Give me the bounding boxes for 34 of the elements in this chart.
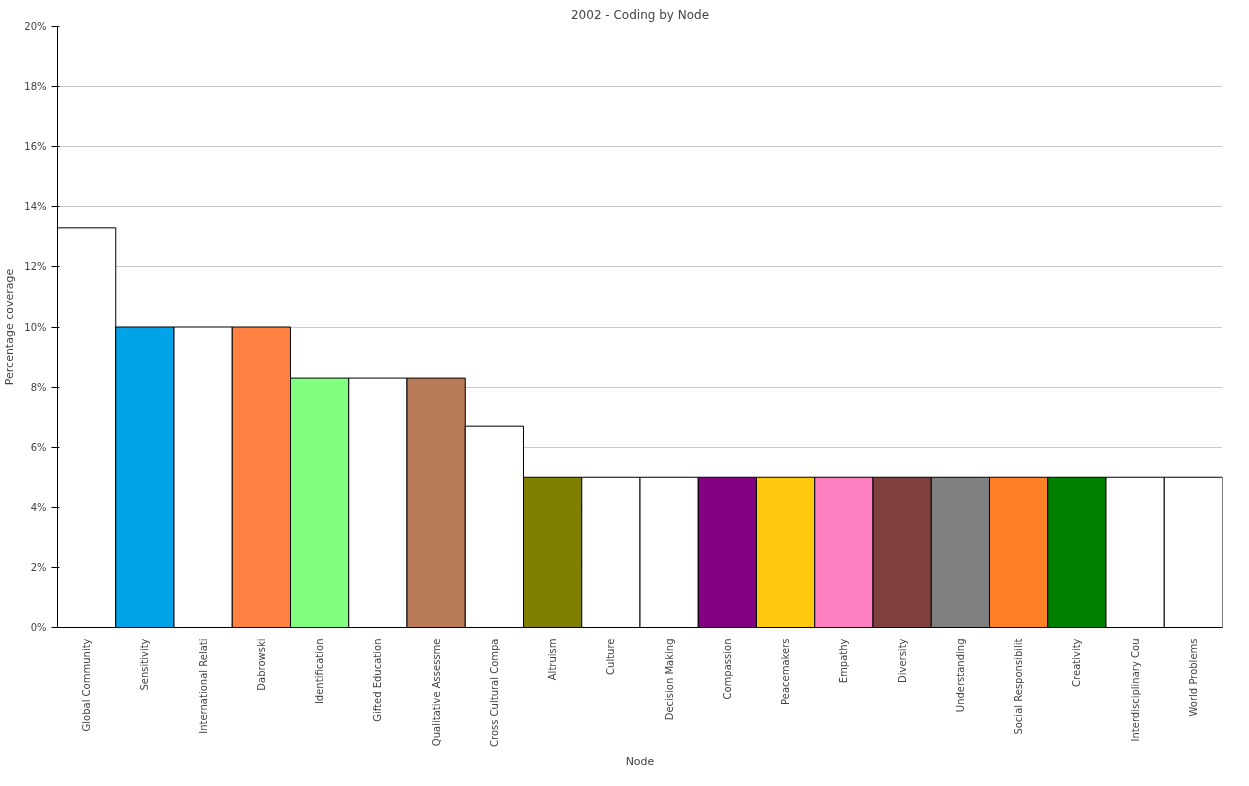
y-tick-label: 14% [24,201,47,213]
x-tick-label: Global Community [81,638,93,732]
y-tick-label: 20% [24,21,47,32]
x-tick-label: Diversity [896,638,908,683]
y-tick-label: 18% [24,81,47,93]
x-tick-label: Gifted Education [372,638,384,722]
y-tick-label: 12% [24,261,47,273]
x-tick-label: International Relati [197,638,209,734]
y-axis-title: Percentage coverage [3,268,17,386]
y-tick-label: 16% [24,141,47,153]
x-axis-title: Node [625,754,655,768]
x-tick-label: Dabrowski [255,638,267,691]
x-tick-label: World Problems [1187,638,1199,717]
x-tick-label: Decision Making [663,638,675,721]
x-tick-label: Creativity [1071,638,1083,687]
x-tick-label: Sensitivity [139,638,151,691]
x-tick-label: Understanding [954,638,966,713]
chart-title: 2002 - Coding by Node [570,7,710,22]
y-tick-label: 8% [30,381,47,393]
y-tick-label: 10% [24,321,47,333]
x-tick-label: Qualitative Assessme [430,638,442,747]
x-tick-label: Empathy [838,638,850,684]
y-tick-label: 2% [30,561,47,573]
x-tick-label: Cross Cultural Compa [488,638,500,747]
x-tick-label: Altruism [547,638,559,681]
x-tick-label: Interdisciplinary Cou [1129,638,1141,742]
x-tick-label: Culture [605,638,617,675]
y-tick-label: 6% [30,441,47,453]
x-tick-label: Social Responsibilit [1013,638,1025,735]
x-tick-label: Identification [314,638,326,705]
x-tick-label: Compassion [721,638,733,700]
y-tick-label: 0% [30,622,47,633]
y-tick-label: 4% [30,501,47,513]
x-tick-label: Peacemakers [780,638,792,705]
